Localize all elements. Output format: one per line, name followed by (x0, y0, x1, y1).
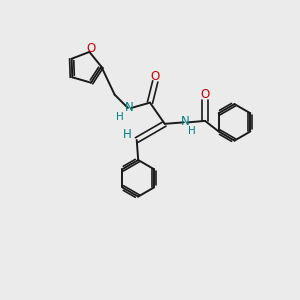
Text: O: O (151, 70, 160, 83)
Text: H: H (188, 126, 196, 136)
Text: H: H (123, 128, 132, 141)
Text: N: N (125, 101, 134, 114)
Text: O: O (86, 42, 95, 55)
Text: O: O (200, 88, 210, 101)
Text: N: N (181, 115, 190, 128)
Text: H: H (116, 112, 124, 122)
